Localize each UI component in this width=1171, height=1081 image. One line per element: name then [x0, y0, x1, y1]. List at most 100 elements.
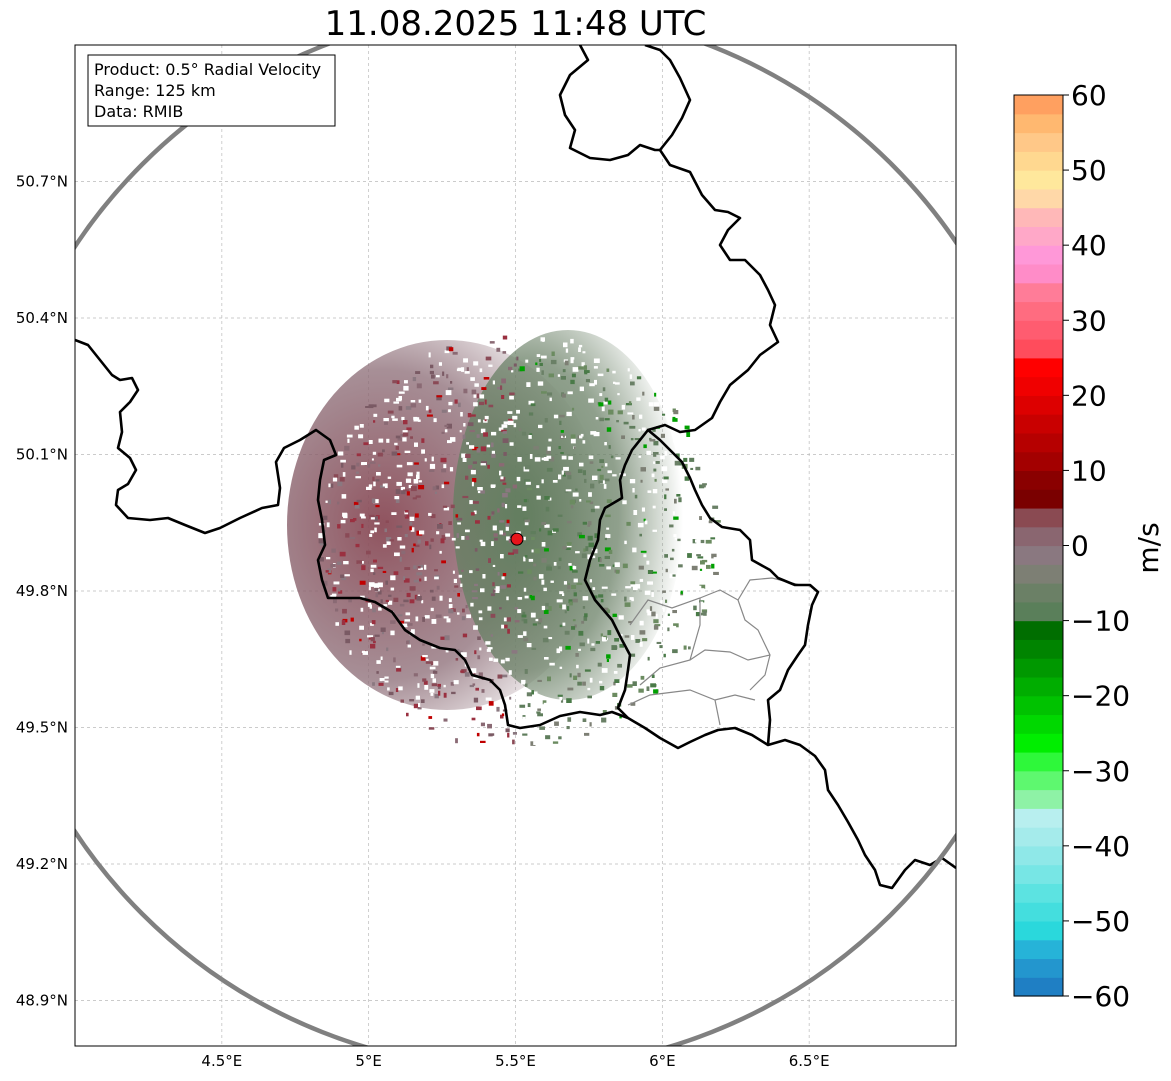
echo-pixel	[601, 668, 608, 673]
echo-pixel	[473, 671, 476, 677]
echo-pixel	[332, 477, 338, 482]
echo-pixel	[431, 456, 434, 462]
echo-pixel	[463, 388, 468, 394]
echo-pixel	[542, 637, 549, 643]
echo-pixel	[538, 618, 543, 623]
echo-pixel	[519, 704, 526, 708]
echo-pixel	[493, 658, 499, 662]
echo-pixel	[344, 630, 351, 636]
echo-pixel	[539, 726, 545, 730]
echo-pixel	[395, 665, 401, 668]
colorbar-swatch	[1014, 883, 1063, 903]
echo-pixel	[392, 380, 398, 384]
echo-pixel	[634, 584, 641, 589]
colorbar-swatch	[1014, 339, 1063, 359]
echo-pixel	[356, 499, 362, 503]
echo-pixel	[559, 646, 563, 652]
echo-pixel	[537, 622, 542, 625]
echo-pixel	[377, 582, 383, 588]
echo-pixel	[627, 368, 630, 372]
echo-pixel	[530, 531, 536, 535]
echo-pixel	[406, 427, 412, 431]
echo-pixel	[448, 409, 451, 413]
echo-pixel	[664, 554, 668, 558]
echo-pixel	[571, 626, 576, 630]
echo-pixel	[471, 389, 477, 395]
echo-pixel	[528, 400, 535, 405]
colorbar-swatch	[1014, 977, 1063, 997]
echo-pixel	[647, 656, 650, 661]
echo-pixel	[479, 368, 483, 373]
echo-pixel	[513, 423, 517, 428]
echo-pixel	[414, 711, 417, 714]
colorbar-tick-label: 50	[1071, 154, 1107, 187]
echo-pixel	[625, 586, 631, 589]
echo-pixel	[461, 569, 464, 572]
echo-pixel	[585, 546, 589, 552]
echo-pixel	[566, 520, 572, 524]
echo-pixel	[651, 674, 655, 678]
echo-pixel	[523, 619, 528, 624]
echo-pixel	[492, 735, 495, 738]
echo-pixel	[418, 703, 421, 707]
echo-pixel	[693, 605, 697, 611]
echo-pixel	[470, 377, 475, 381]
echo-pixel	[695, 482, 698, 488]
echo-pixel	[384, 398, 390, 403]
echo-pixel	[588, 455, 594, 460]
echo-pixel	[567, 584, 571, 590]
echo-pixel	[479, 539, 483, 542]
echo-pixel	[467, 413, 472, 418]
echo-pixel	[601, 586, 608, 589]
echo-pixel	[600, 599, 604, 603]
echo-pixel	[472, 739, 478, 743]
echo-pixel	[570, 338, 574, 344]
echo-pixel	[532, 623, 537, 626]
echo-pixel	[634, 438, 641, 441]
echo-pixel	[547, 676, 551, 682]
echo-pixel	[373, 481, 376, 487]
echo-pixel	[536, 354, 541, 357]
echo-pixel	[491, 450, 495, 454]
echo-pixel	[457, 367, 463, 370]
echo-pixel	[672, 416, 678, 422]
echo-pixel	[597, 662, 602, 667]
echo-pixel	[454, 585, 459, 588]
lat-tick-label: 50.1°N	[16, 446, 68, 464]
echo-pixel	[516, 476, 521, 482]
echo-pixel	[650, 683, 656, 688]
echo-pixel	[522, 611, 526, 615]
echo-pixel	[589, 501, 594, 505]
echo-pixel	[462, 633, 468, 638]
echo-pixel	[646, 450, 651, 455]
colorbar-swatch	[1014, 789, 1063, 809]
echo-pixel	[440, 457, 447, 463]
echo-pixel	[526, 487, 533, 491]
echo-pixel	[587, 535, 593, 541]
echo-pixel	[532, 691, 538, 695]
echo-pixel	[687, 553, 692, 558]
echo-pixel	[628, 401, 632, 405]
echo-pixel	[341, 576, 346, 581]
echo-pixel	[514, 620, 520, 623]
echo-pixel	[672, 649, 678, 654]
echo-pixel	[370, 530, 374, 534]
echo-pixel	[523, 517, 528, 521]
echo-pixel	[562, 369, 566, 373]
echo-pixel	[441, 560, 446, 564]
colorbar-swatch	[1014, 920, 1063, 941]
echo-pixel	[674, 537, 678, 540]
echo-pixel	[431, 683, 438, 687]
echo-pixel	[491, 442, 494, 448]
country-borders	[75, 45, 956, 890]
echo-pixel	[683, 457, 688, 462]
echo-pixel	[418, 567, 423, 570]
echo-pixel	[559, 604, 566, 608]
echo-pixel	[391, 512, 397, 515]
echo-pixel	[509, 696, 512, 700]
echo-pixel	[495, 586, 500, 592]
echo-pixel	[448, 347, 454, 352]
echo-pixel	[640, 550, 647, 553]
echo-pixel	[440, 538, 445, 544]
echo-pixel	[587, 687, 591, 691]
